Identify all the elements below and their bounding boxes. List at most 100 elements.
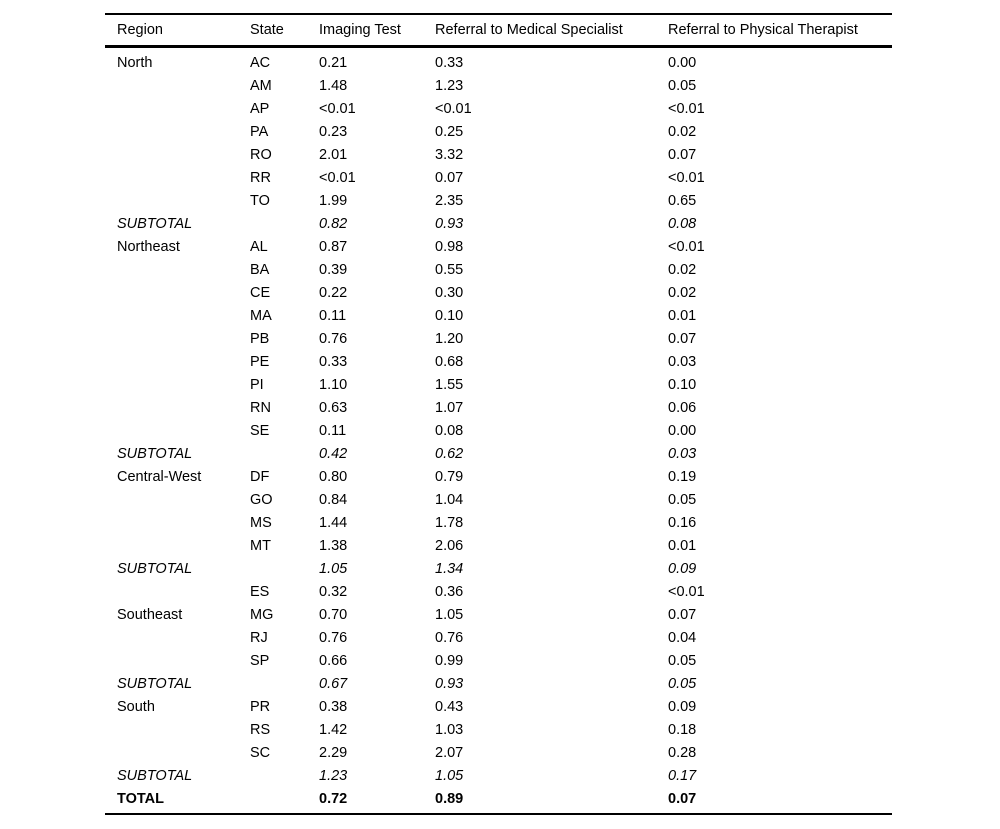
cell-referral-therapist: 0.01: [668, 537, 697, 554]
cell-state: AC: [250, 54, 271, 71]
subtotal-row: SUBTOTAL 0.67 0.93 0.05: [105, 672, 892, 695]
cell-region: [105, 488, 250, 511]
cell-referral-therapist: 0.06: [668, 399, 697, 416]
total-row: TOTAL 0.72 0.89 0.07: [105, 787, 892, 814]
cell-imaging-test: 0.11: [319, 307, 347, 324]
cell-region: [105, 189, 250, 212]
cell-referral-therapist: 0.05: [668, 675, 697, 692]
cell-state: ES: [250, 583, 270, 600]
regional-rates-table-wrap: Region State Imaging Test Referral to Me…: [105, 13, 892, 815]
table-row: ES 0.32 0.36 <0.01: [105, 580, 892, 603]
cell-state: AL: [250, 238, 268, 255]
table-row: RR <0.01 0.07 <0.01: [105, 166, 892, 189]
table-row: PI 1.10 1.55 0.10: [105, 373, 892, 396]
cell-referral-specialist: 0.89: [435, 790, 464, 807]
cell-referral-specialist: 1.07: [435, 399, 464, 416]
subtotal-row: SUBTOTAL 1.05 1.34 0.09: [105, 557, 892, 580]
cell-referral-therapist: 0.00: [668, 422, 697, 439]
cell-imaging-test: 0.22: [319, 284, 348, 301]
table-row: South PR 0.38 0.43 0.09: [105, 695, 892, 718]
table-row: Northeast AL 0.87 0.98 <0.01: [105, 235, 892, 258]
cell-referral-specialist: 1.20: [435, 330, 464, 347]
cell-referral-therapist: 0.05: [668, 652, 697, 669]
cell-referral-specialist: 0.99: [435, 652, 464, 669]
table-row: Southeast MG 0.70 1.05 0.07: [105, 603, 892, 626]
table-row: RO 2.01 3.32 0.07: [105, 143, 892, 166]
cell-imaging-test: 0.63: [319, 399, 348, 416]
cell-referral-specialist: 1.04: [435, 491, 464, 508]
cell-region: Central-West: [117, 468, 202, 485]
cell-imaging-test: <0.01: [319, 100, 356, 117]
cell-state: [250, 442, 319, 465]
cell-region: SUBTOTAL: [117, 675, 193, 692]
cell-imaging-test: 0.87: [319, 238, 348, 255]
cell-referral-specialist: 0.55: [435, 261, 464, 278]
cell-referral-specialist: 1.34: [435, 560, 464, 577]
cell-region: [105, 626, 250, 649]
cell-state: MS: [250, 514, 272, 531]
cell-region: Northeast: [117, 238, 180, 255]
cell-state: PB: [250, 330, 270, 347]
cell-referral-therapist: 0.10: [668, 376, 697, 393]
cell-referral-therapist: 0.09: [668, 698, 697, 715]
cell-imaging-test: 1.23: [319, 767, 348, 784]
cell-referral-therapist: 0.07: [668, 790, 697, 807]
cell-referral-therapist: 0.02: [668, 123, 697, 140]
subtotal-row: SUBTOTAL 0.82 0.93 0.08: [105, 212, 892, 235]
cell-referral-therapist: 0.65: [668, 192, 697, 209]
cell-state: AP: [250, 100, 270, 117]
cell-referral-specialist: 0.93: [435, 215, 464, 232]
cell-referral-specialist: 0.62: [435, 445, 464, 462]
cell-referral-specialist: 0.36: [435, 583, 464, 600]
cell-region: [105, 97, 250, 120]
cell-referral-therapist: 0.07: [668, 606, 697, 623]
cell-imaging-test: <0.01: [319, 169, 356, 186]
cell-state: RR: [250, 169, 271, 186]
cell-imaging-test: 1.10: [319, 376, 348, 393]
cell-region: [105, 534, 250, 557]
cell-referral-specialist: 1.05: [435, 606, 464, 623]
table-row: AP <0.01 <0.01 <0.01: [105, 97, 892, 120]
table-row: CE 0.22 0.30 0.02: [105, 281, 892, 304]
cell-state: SE: [250, 422, 270, 439]
cell-region: SUBTOTAL: [117, 767, 193, 784]
cell-region: [105, 120, 250, 143]
cell-state: TO: [250, 192, 270, 209]
cell-region: [105, 718, 250, 741]
table-row: PE 0.33 0.68 0.03: [105, 350, 892, 373]
cell-state: RS: [250, 721, 271, 738]
cell-state: [250, 672, 319, 695]
cell-state: PR: [250, 698, 271, 715]
cell-state: MG: [250, 606, 274, 623]
cell-referral-therapist: 0.05: [668, 77, 697, 94]
cell-referral-therapist: 0.07: [668, 146, 697, 163]
cell-state: MT: [250, 537, 271, 554]
cell-referral-specialist: 2.06: [435, 537, 464, 554]
table-row: SP 0.66 0.99 0.05: [105, 649, 892, 672]
cell-imaging-test: 0.76: [319, 330, 348, 347]
cell-state: GO: [250, 491, 273, 508]
cell-region: [105, 258, 250, 281]
header-region: Region: [105, 14, 250, 48]
cell-imaging-test: 1.42: [319, 721, 348, 738]
cell-imaging-test: 2.29: [319, 744, 348, 761]
cell-referral-therapist: 0.17: [668, 767, 697, 784]
regional-rates-table: Region State Imaging Test Referral to Me…: [105, 13, 892, 815]
cell-referral-specialist: 2.07: [435, 744, 464, 761]
cell-state: PE: [250, 353, 270, 370]
cell-imaging-test: 1.05: [319, 560, 348, 577]
cell-referral-therapist: 0.04: [668, 629, 697, 646]
cell-imaging-test: 1.44: [319, 514, 348, 531]
cell-referral-therapist: 0.05: [668, 491, 697, 508]
cell-region: [105, 350, 250, 373]
cell-state: [250, 212, 319, 235]
cell-referral-therapist: 0.18: [668, 721, 697, 738]
cell-referral-therapist: <0.01: [668, 100, 705, 117]
cell-region: South: [117, 698, 155, 715]
cell-referral-therapist: 0.07: [668, 330, 697, 347]
table-row: MA 0.11 0.10 0.01: [105, 304, 892, 327]
cell-imaging-test: 0.66: [319, 652, 348, 669]
cell-state: SP: [250, 652, 270, 669]
cell-state: DF: [250, 468, 270, 485]
